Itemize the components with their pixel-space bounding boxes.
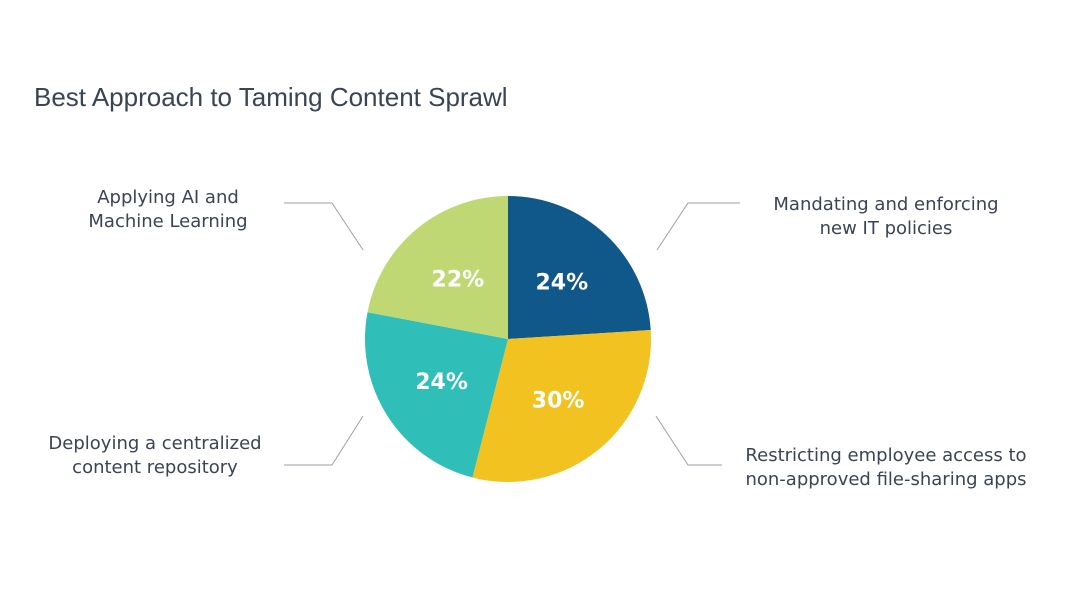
callout-leader-lines bbox=[284, 202, 740, 466]
callout-label-3: Deploying a centralized content repositor… bbox=[48, 433, 261, 478]
callout-label-4: Applying AI and Machine Learning bbox=[88, 187, 247, 232]
callout-label-line: new IT policies bbox=[820, 218, 953, 239]
pie-slice-1 bbox=[508, 196, 651, 339]
callout-label-line: Applying AI and bbox=[97, 187, 239, 208]
leader-line-1 bbox=[656, 202, 740, 251]
pie-slice-4 bbox=[367, 196, 508, 339]
callout-label-line: Restricting employee access to bbox=[745, 445, 1026, 466]
callout-label-line: Machine Learning bbox=[88, 211, 247, 232]
slice-value-label-4: 22% bbox=[432, 267, 485, 292]
slice-value-label-1: 24% bbox=[536, 271, 589, 296]
callout-label-line: Mandating and enforcing bbox=[773, 194, 998, 215]
pie-slices bbox=[365, 196, 651, 482]
pie-slice-3 bbox=[365, 312, 508, 478]
slice-value-labels: 24% 30% 24% 22% bbox=[415, 267, 588, 413]
callout-label-line: content repository bbox=[72, 457, 238, 478]
callout-label-line: Deploying a centralized bbox=[48, 433, 261, 454]
slice-value-label-3: 24% bbox=[415, 370, 468, 395]
callout-labels: Mandating and enforcing new IT policies Re… bbox=[48, 187, 1026, 490]
callout-label-2: Restricting employee access to non-approv… bbox=[745, 445, 1026, 490]
leader-line-2 bbox=[655, 415, 722, 466]
chart-title: Best Approach to Taming Content Sprawl bbox=[34, 82, 508, 112]
pie-slice-2 bbox=[472, 330, 651, 482]
leader-line-3 bbox=[284, 415, 364, 466]
callout-label-1: Mandating and enforcing new IT policies bbox=[773, 194, 998, 239]
slice-value-label-2: 30% bbox=[532, 389, 585, 414]
leader-line-4 bbox=[284, 202, 364, 251]
callout-label-line: non-approved file-sharing apps bbox=[745, 469, 1026, 490]
